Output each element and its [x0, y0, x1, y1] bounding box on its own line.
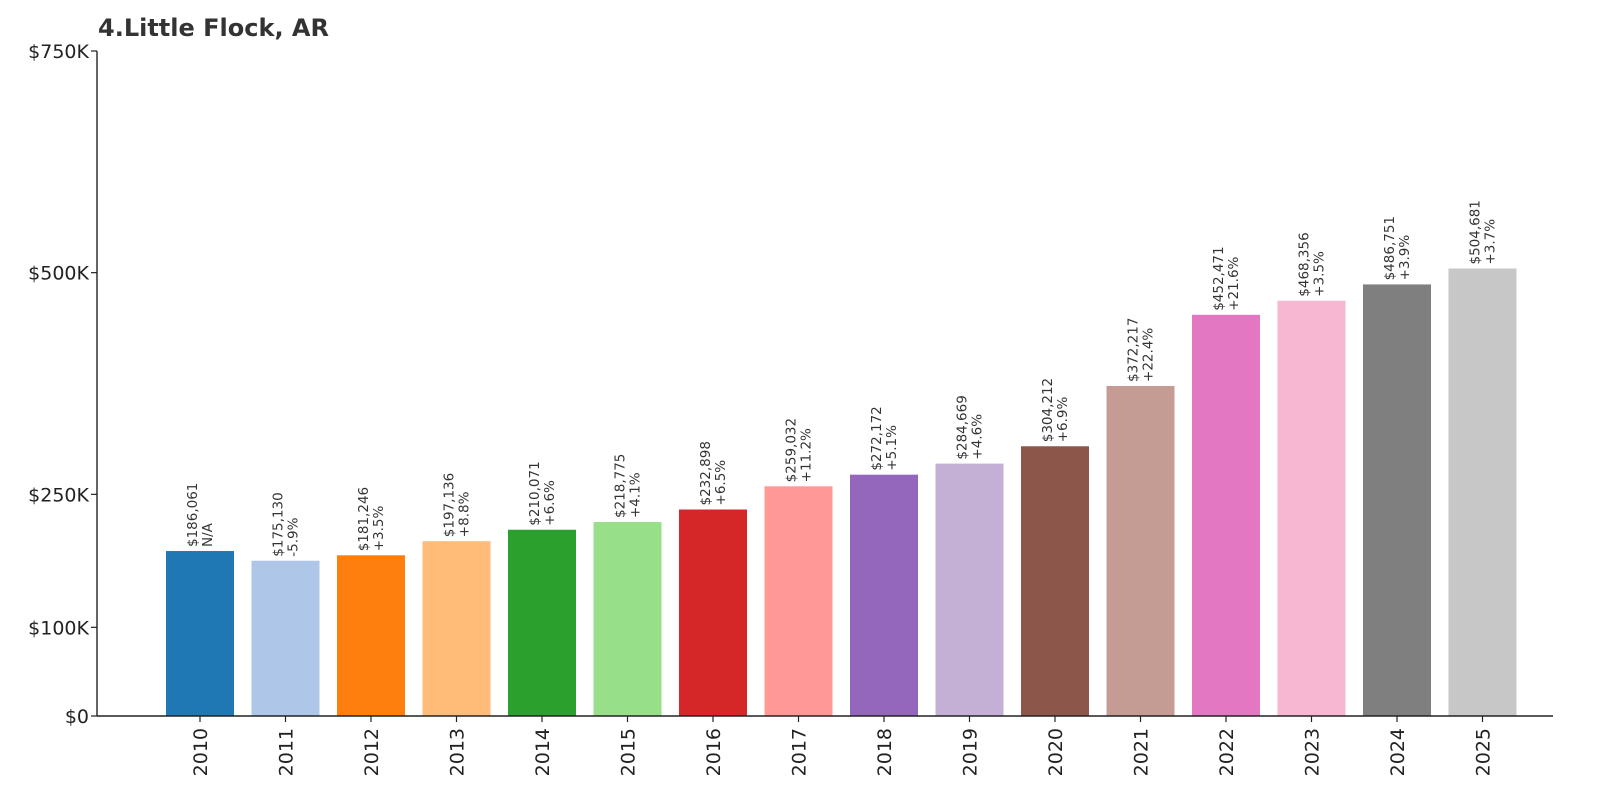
- bar-2011: [251, 560, 320, 716]
- value-label-2017: $259,032: [784, 418, 800, 482]
- bar-2019: [935, 463, 1004, 716]
- bar-2010: [166, 551, 234, 716]
- ytick-label-1: $100K: [28, 617, 89, 639]
- xtick-label-2010: 2010: [190, 728, 212, 776]
- xtick-label-2022: 2022: [1216, 728, 1238, 776]
- value-label-2016: $232,898: [698, 441, 714, 505]
- bar-2025: [1448, 268, 1517, 716]
- value-label-2012: $181,246: [356, 487, 372, 551]
- change-label-2011: -5.9%: [286, 517, 302, 556]
- xtick-label-2017: 2017: [789, 728, 811, 776]
- change-label-2017: +11.2%: [799, 428, 815, 482]
- change-label-2022: +21.6%: [1226, 256, 1242, 310]
- ytick-label-4: $750K: [28, 41, 89, 63]
- value-label-2024: $486,751: [1382, 216, 1398, 280]
- ytick-label-0: $0: [65, 706, 89, 728]
- value-label-2020: $304,212: [1040, 378, 1056, 442]
- change-label-2015: +4.1%: [628, 472, 644, 518]
- change-label-2018: +5.1%: [884, 425, 900, 471]
- xtick-label-2014: 2014: [532, 728, 554, 776]
- change-label-2020: +6.9%: [1055, 396, 1071, 442]
- data-labels-layer: $186,061 N/A $175,130 -5.9% $181,246 +3.5% $19…: [185, 200, 1499, 557]
- value-label-2025: $504,681: [1468, 200, 1484, 264]
- value-label-2014: $210,071: [527, 461, 543, 525]
- change-label-2025: +3.7%: [1483, 219, 1499, 265]
- axes-layer: 2010 2011 2012 2013 2014 2015 2016 2017 2018 2019…: [28, 41, 1553, 776]
- bar-2012: [337, 555, 405, 716]
- xtick-label-2018: 2018: [874, 728, 896, 776]
- value-label-2022: $452,471: [1211, 246, 1227, 310]
- bar-2018: [850, 474, 918, 716]
- xtick-label-2012: 2012: [361, 728, 383, 776]
- value-label-2011: $175,130: [271, 492, 287, 556]
- xtick-label-2024: 2024: [1387, 728, 1409, 776]
- xtick-label-2025: 2025: [1473, 728, 1495, 776]
- ytick-label-3: $500K: [28, 263, 89, 285]
- bar-2013: [422, 541, 491, 716]
- change-label-2023: +3.5%: [1312, 251, 1328, 297]
- xtick-label-2020: 2020: [1045, 728, 1067, 776]
- bar-2016: [679, 509, 747, 716]
- value-label-2015: $218,775: [613, 454, 629, 518]
- bar-2023: [1277, 300, 1346, 716]
- chart-title: 4.Little Flock, AR: [98, 14, 329, 42]
- value-label-2023: $468,356: [1297, 232, 1313, 296]
- change-label-2013: +8.8%: [457, 491, 473, 537]
- xtick-label-2011: 2011: [276, 728, 298, 776]
- xtick-label-2023: 2023: [1302, 728, 1324, 776]
- change-label-2024: +3.9%: [1397, 235, 1413, 281]
- change-label-2021: +22.4%: [1141, 328, 1157, 382]
- bar-2017: [764, 486, 833, 716]
- value-label-2021: $372,217: [1126, 318, 1142, 382]
- change-label-2010: N/A: [200, 522, 216, 547]
- xtick-label-2016: 2016: [703, 728, 725, 776]
- xtick-label-2019: 2019: [960, 728, 982, 776]
- change-label-2014: +6.6%: [542, 480, 558, 526]
- value-label-2010: $186,061: [185, 483, 201, 547]
- bar-2020: [1021, 446, 1089, 716]
- change-label-2016: +6.5%: [713, 460, 729, 506]
- bar-2024: [1363, 284, 1431, 716]
- change-label-2019: +4.6%: [970, 414, 986, 460]
- bars-layer: [166, 268, 1517, 716]
- change-label-2012: +3.5%: [371, 506, 387, 552]
- bar-2022: [1192, 314, 1260, 716]
- bar-2014: [508, 529, 576, 716]
- value-label-2019: $284,669: [955, 395, 971, 459]
- xtick-label-2015: 2015: [618, 728, 640, 776]
- value-label-2013: $197,136: [442, 473, 458, 537]
- xtick-label-2013: 2013: [447, 728, 469, 776]
- xtick-label-2021: 2021: [1131, 728, 1153, 776]
- bar-2021: [1106, 385, 1175, 716]
- value-label-2018: $272,172: [869, 406, 885, 470]
- ytick-label-2: $250K: [28, 484, 89, 506]
- bar-2015: [593, 522, 662, 716]
